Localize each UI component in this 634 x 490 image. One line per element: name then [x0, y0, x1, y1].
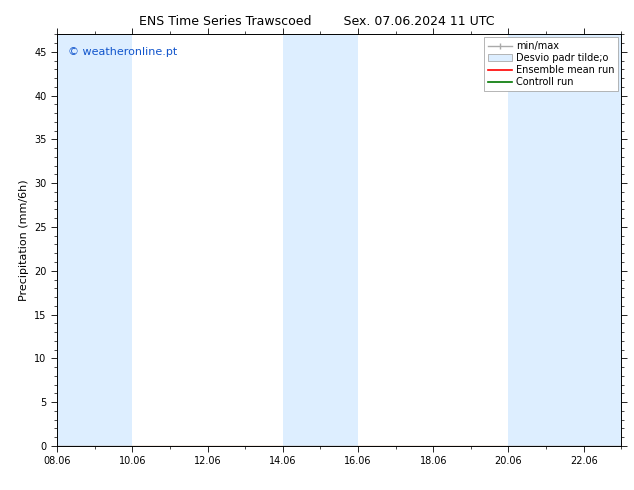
Bar	[358, 34, 508, 446]
Bar	[133, 34, 283, 446]
Text: © weatheronline.pt: © weatheronline.pt	[68, 47, 178, 57]
Bar	[283, 34, 320, 446]
Bar	[508, 34, 621, 446]
Bar	[320, 34, 358, 446]
Bar	[94, 34, 133, 446]
Bar	[57, 34, 94, 446]
Y-axis label: Precipitation (mm/6h): Precipitation (mm/6h)	[18, 179, 29, 301]
Legend: min/max, Desvio padr tilde;o, Ensemble mean run, Controll run: min/max, Desvio padr tilde;o, Ensemble m…	[484, 37, 618, 91]
Text: ENS Time Series Trawscoed        Sex. 07.06.2024 11 UTC: ENS Time Series Trawscoed Sex. 07.06.202…	[139, 15, 495, 28]
